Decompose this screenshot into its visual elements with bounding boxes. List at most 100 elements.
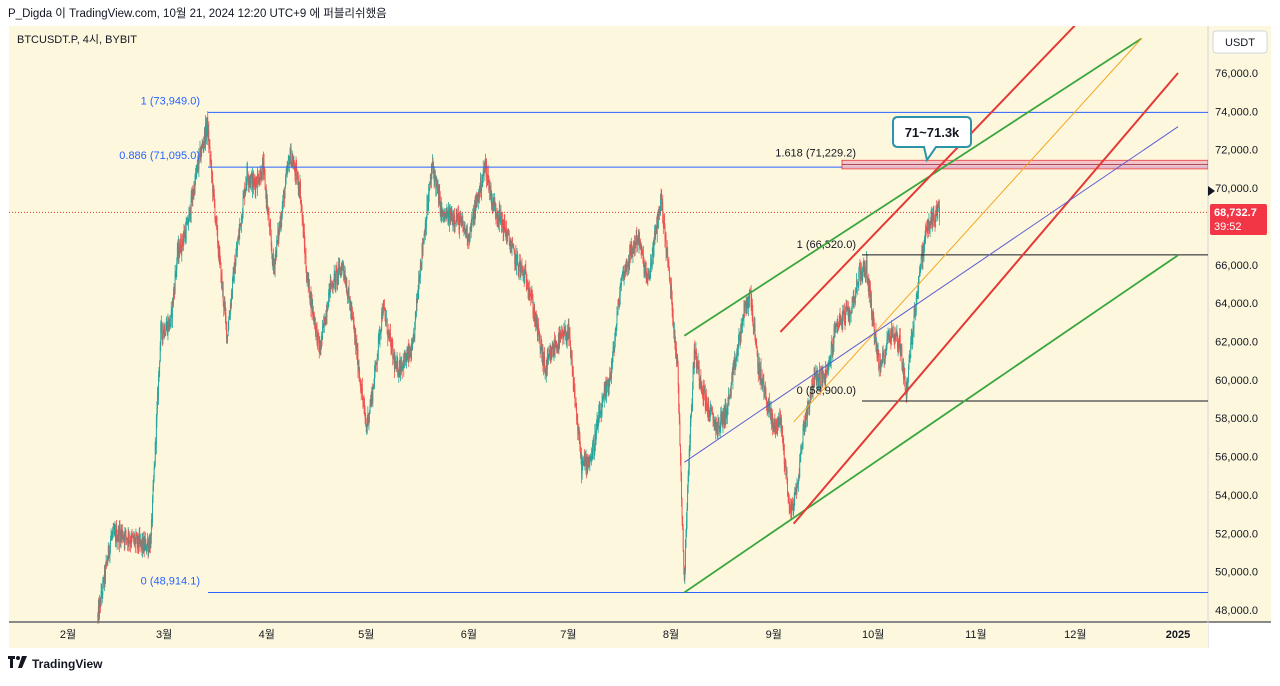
candle-body bbox=[218, 249, 220, 260]
candle-body bbox=[439, 192, 441, 196]
candle-body bbox=[595, 431, 597, 445]
candle-body bbox=[766, 404, 768, 411]
candle-body bbox=[298, 187, 300, 194]
callout-text: 71~71.3k bbox=[905, 125, 960, 140]
currency-button[interactable]: USDT bbox=[1212, 30, 1268, 54]
candle-body bbox=[246, 166, 248, 183]
candle-body bbox=[531, 294, 533, 300]
candle-body bbox=[155, 441, 157, 445]
candle-body bbox=[918, 275, 920, 285]
candle-body bbox=[549, 353, 551, 358]
candle-body bbox=[541, 344, 543, 358]
candle-body bbox=[584, 459, 586, 464]
candle-body bbox=[464, 224, 465, 228]
orange-line[interactable] bbox=[793, 38, 1142, 423]
candle-body bbox=[492, 202, 494, 205]
candle-body bbox=[100, 591, 102, 606]
callout-label[interactable]: 71~71.3k bbox=[892, 116, 972, 163]
candle-body bbox=[297, 175, 299, 178]
candle-body bbox=[851, 296, 853, 311]
candle-body bbox=[601, 401, 603, 416]
candle-body bbox=[771, 415, 773, 422]
candle-body bbox=[564, 331, 565, 334]
tradingview-footer[interactable]: TradingView bbox=[8, 656, 102, 671]
candle-body bbox=[463, 227, 465, 231]
candle-body bbox=[305, 256, 306, 258]
candle-body bbox=[732, 368, 734, 382]
candle-body bbox=[352, 314, 354, 319]
candle-body bbox=[747, 304, 749, 308]
candle-body bbox=[915, 311, 917, 313]
candle-body bbox=[502, 220, 504, 227]
candle-body bbox=[270, 227, 272, 236]
candle-body bbox=[629, 250, 631, 266]
candle-body bbox=[471, 218, 473, 229]
candle-body bbox=[528, 289, 530, 293]
candle-body bbox=[879, 362, 881, 372]
candle-body bbox=[855, 293, 856, 299]
candle-body bbox=[469, 240, 470, 242]
green-channel-top[interactable] bbox=[683, 37, 1143, 337]
candle-body bbox=[815, 374, 817, 376]
green-channel-bottom[interactable] bbox=[683, 254, 1179, 594]
candle-body bbox=[909, 357, 911, 359]
candle-body bbox=[852, 296, 854, 299]
candle-body bbox=[527, 288, 529, 290]
candle-body bbox=[819, 370, 821, 387]
candle-body bbox=[168, 319, 170, 330]
candle-body bbox=[703, 384, 705, 397]
candle-body bbox=[510, 247, 512, 253]
candle-body bbox=[247, 175, 249, 181]
candle-body bbox=[550, 354, 552, 359]
candle-body bbox=[773, 419, 775, 427]
red-channel-top[interactable] bbox=[779, 25, 1076, 333]
candle-body bbox=[205, 123, 207, 136]
candle-body bbox=[848, 308, 850, 319]
candle-body bbox=[708, 402, 710, 418]
red-channel-bottom[interactable] bbox=[792, 72, 1179, 525]
candle-body bbox=[416, 298, 418, 303]
candle-body bbox=[343, 266, 345, 272]
candle-body bbox=[371, 390, 373, 398]
candle-body bbox=[481, 181, 483, 187]
candle-body bbox=[430, 179, 432, 183]
candle-body bbox=[434, 171, 436, 179]
candle-body bbox=[554, 347, 556, 351]
candle-body bbox=[640, 243, 642, 245]
candle-body bbox=[729, 388, 731, 397]
candle-body bbox=[923, 245, 925, 254]
candle-body bbox=[145, 540, 147, 551]
candle-body bbox=[545, 368, 547, 374]
candle-body bbox=[320, 347, 322, 349]
candle-body bbox=[832, 342, 834, 348]
candle-body bbox=[397, 374, 399, 376]
candle-body bbox=[717, 418, 719, 435]
candle-body bbox=[148, 542, 150, 550]
candle-body bbox=[664, 225, 666, 240]
candle-body bbox=[470, 226, 472, 229]
candle-body bbox=[933, 212, 935, 221]
candle-body bbox=[309, 297, 311, 301]
candle-body bbox=[814, 376, 816, 378]
candle-body bbox=[143, 539, 145, 552]
candle-body bbox=[769, 410, 771, 416]
candle-body bbox=[641, 250, 643, 252]
candle-body bbox=[163, 331, 164, 334]
candle-body bbox=[882, 352, 884, 364]
candle-body bbox=[544, 356, 546, 371]
candle-body bbox=[901, 347, 903, 365]
candle-body bbox=[846, 307, 848, 310]
candle-body bbox=[672, 317, 674, 323]
candle-body bbox=[648, 272, 650, 278]
candle-body bbox=[899, 335, 901, 354]
candle-body bbox=[767, 405, 769, 412]
candle-body bbox=[436, 181, 438, 183]
candle-body bbox=[720, 413, 722, 418]
candle-body bbox=[421, 244, 423, 264]
candle-body bbox=[369, 411, 370, 416]
purple-line[interactable] bbox=[684, 126, 1179, 463]
candle-body bbox=[285, 174, 287, 177]
candle-body bbox=[189, 207, 191, 219]
